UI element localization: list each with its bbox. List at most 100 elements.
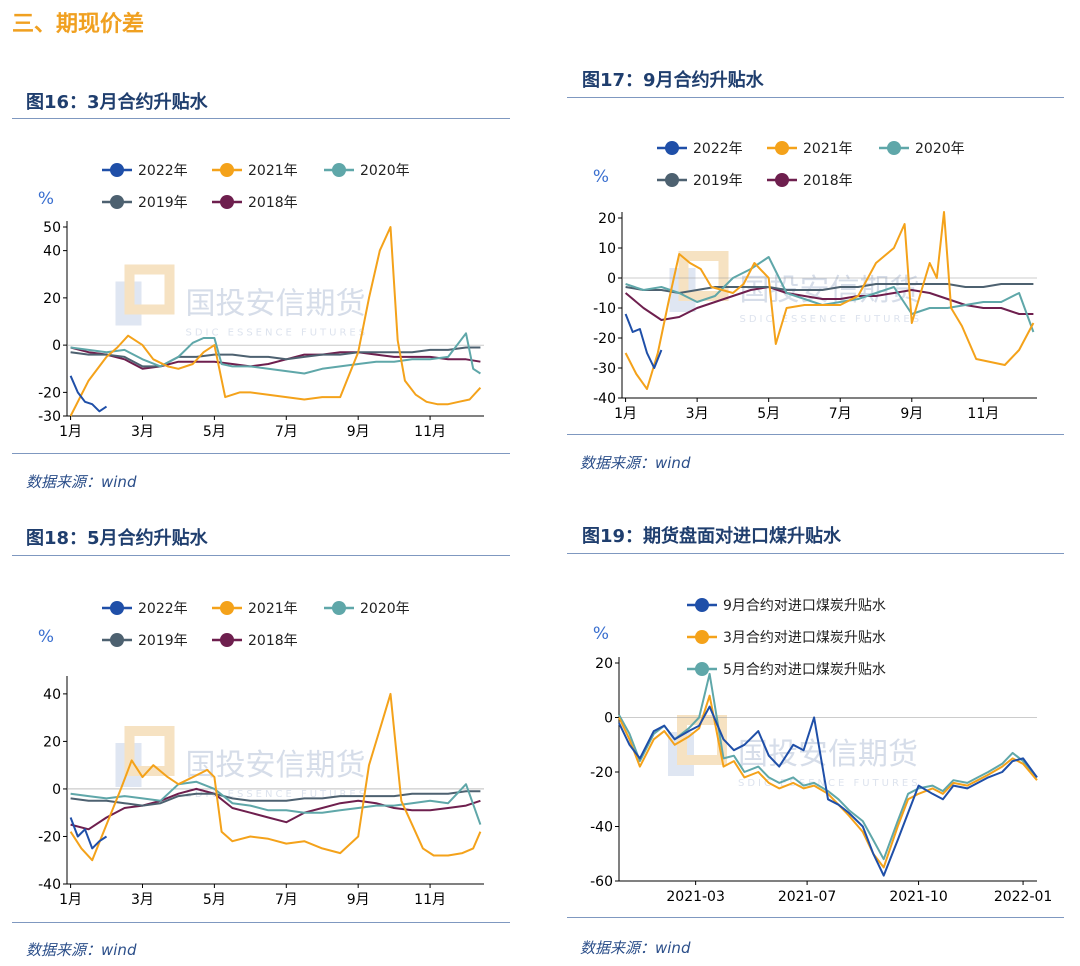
series-line-2020 <box>625 256 1035 333</box>
y-tick-label: 0 <box>604 711 613 727</box>
legend-label: 2020年 <box>915 141 965 157</box>
series-line-2019 <box>70 346 481 368</box>
figure-19-top-rule <box>567 553 1064 554</box>
legend-label: 2022年 <box>693 141 743 157</box>
watermark-subtext: SDIC ESSENCE FUTURES <box>186 328 369 339</box>
x-tick-label: 5月 <box>757 406 780 422</box>
x-tick-label: 3月 <box>131 424 154 440</box>
series-line-5 <box>618 672 1038 861</box>
y-tick-label: 0 <box>52 782 61 798</box>
series-line-2021 <box>69 692 482 862</box>
legend-marker <box>695 598 709 612</box>
x-tick-label: 11月 <box>414 892 446 908</box>
legend-marker <box>887 141 901 155</box>
legend-marker <box>665 173 679 187</box>
x-tick-label: 7月 <box>829 406 852 422</box>
figure-18-top-rule <box>12 555 510 556</box>
y-tick-label: -20 <box>38 385 61 401</box>
figure-19-source: 数据来源：wind <box>580 939 691 957</box>
legend-marker <box>220 633 234 647</box>
x-tick-label: 9月 <box>347 892 370 908</box>
legend-label: 2019年 <box>138 633 188 649</box>
y-tick-label: -20 <box>38 829 61 845</box>
x-tick-label: 11月 <box>967 406 999 422</box>
y-tick-label: 0 <box>607 271 616 287</box>
y-tick-label: -20 <box>593 331 616 347</box>
figure-16-title: 图16：3月合约升贴水 <box>26 92 208 113</box>
legend-label: 3月合约对进口煤炭升贴水 <box>723 630 886 646</box>
x-tick-label: 3月 <box>131 892 154 908</box>
x-tick-label: 1月 <box>59 424 82 440</box>
legend-marker <box>110 633 124 647</box>
series-line-2021 <box>624 211 1035 390</box>
watermark-logo-frame <box>124 264 175 315</box>
series-line-2022 <box>624 313 663 369</box>
figure-17-top-rule <box>567 97 1064 98</box>
legend-label: 2018年 <box>248 633 298 649</box>
x-tick-label: 7月 <box>275 892 298 908</box>
figure-17-source: 数据来源：wind <box>580 454 691 472</box>
legend-marker <box>110 195 124 209</box>
figure-16-top-rule <box>12 118 510 119</box>
y-tick-label: -40 <box>38 877 61 893</box>
legend-label: 5月合约对进口煤炭升贴水 <box>723 662 886 678</box>
watermark-text: 国投安信期货 <box>186 287 366 322</box>
legend-label: 2021年 <box>803 141 853 157</box>
x-tick-label: 7月 <box>275 424 298 440</box>
watermark-logo-frame <box>124 726 175 776</box>
legend-marker <box>220 195 234 209</box>
x-tick-label: 1月 <box>614 406 637 422</box>
figure-18-title: 图18：5月合约升贴水 <box>26 528 208 549</box>
watermark-subtext: SDIC ESSENCE FUTURES <box>186 789 369 800</box>
y-tick-label: 20 <box>598 211 616 227</box>
unit-label: % <box>593 624 609 644</box>
y-tick-label: -30 <box>38 409 61 425</box>
series-line-9 <box>618 705 1038 877</box>
figure-18-source: 数据来源：wind <box>26 941 137 959</box>
unit-label: % <box>593 167 609 187</box>
watermark-text: 国投安信期货 <box>186 748 366 783</box>
x-tick-label: 11月 <box>414 424 446 440</box>
y-tick-label: 0 <box>52 338 61 354</box>
series-line-2021 <box>69 226 482 417</box>
legend-marker <box>220 163 234 177</box>
figure-17-bottom-rule <box>567 434 1064 435</box>
series-line-2019 <box>70 790 481 807</box>
x-tick-label: 2021-10 <box>889 889 948 905</box>
legend-marker <box>775 141 789 155</box>
y-tick-label: -20 <box>590 765 613 781</box>
y-tick-label: 40 <box>43 244 61 260</box>
legend-label: 2018年 <box>248 195 298 211</box>
unit-label: % <box>38 189 54 209</box>
x-tick-label: 5月 <box>203 892 226 908</box>
watermark-logo-frame <box>678 251 729 301</box>
series-line-2020 <box>70 332 481 375</box>
y-tick-label: 20 <box>43 734 61 750</box>
unit-label: % <box>38 627 54 647</box>
legend-label: 2022年 <box>138 163 188 179</box>
y-tick-label: 20 <box>595 656 613 672</box>
watermark-subtext: SDIC ESSENCE FUTURES <box>740 314 923 325</box>
figure-17-title: 图17：9月合约升贴水 <box>582 70 764 91</box>
figure-18-bottom-rule <box>12 922 510 923</box>
legend-label: 2021年 <box>248 601 298 617</box>
legend-label: 2022年 <box>138 601 188 617</box>
legend-label: 2020年 <box>360 601 410 617</box>
series-line-2022 <box>69 817 108 850</box>
y-tick-label: -60 <box>590 874 613 890</box>
series-line-2019 <box>625 283 1034 294</box>
legend-label: 2018年 <box>803 173 853 189</box>
legend-marker <box>332 601 346 615</box>
section-title: 三、期现价差 <box>12 12 145 37</box>
x-tick-label: 9月 <box>347 424 370 440</box>
x-tick-label: 1月 <box>59 892 82 908</box>
legend-label: 2020年 <box>360 163 410 179</box>
watermark-subtext: SDIC ESSENCE FUTURES <box>738 778 921 789</box>
series-line-2020 <box>70 780 482 825</box>
legend-marker <box>220 601 234 615</box>
series-line-2022 <box>69 375 108 413</box>
legend-marker <box>332 163 346 177</box>
y-tick-label: 40 <box>43 687 61 703</box>
